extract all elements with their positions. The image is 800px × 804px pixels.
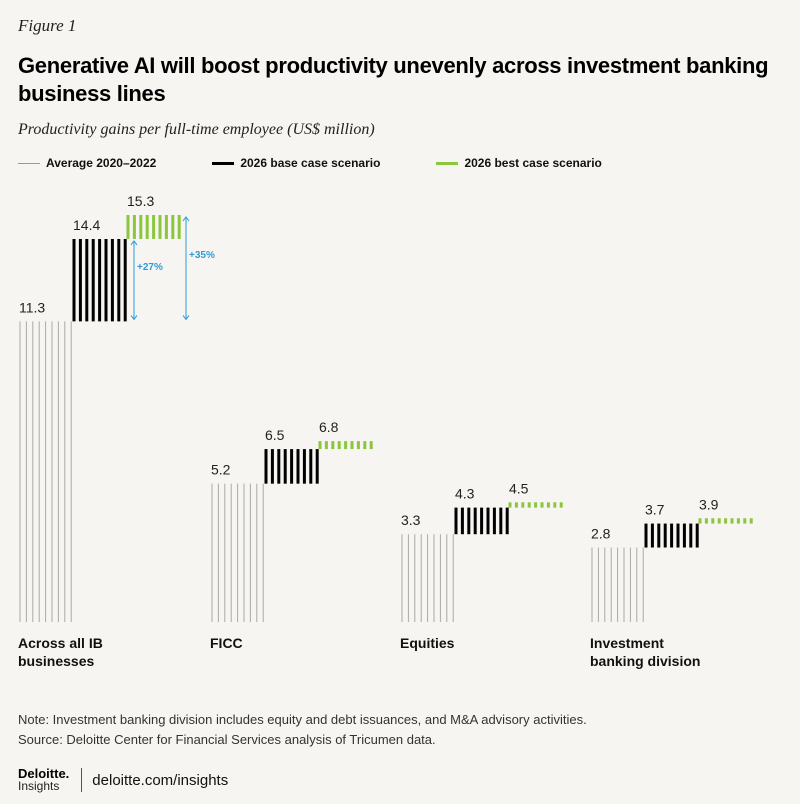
- category-label-0-1: businesses: [18, 653, 94, 669]
- change-arrow-1: [182, 216, 190, 321]
- bar-base-2: [454, 507, 509, 535]
- bar-best-1: [318, 441, 373, 450]
- value-label-best-3: 3.9: [699, 496, 719, 512]
- legend-label-average: Average 2020–2022: [46, 156, 157, 170]
- legend-swatch-best: [436, 161, 459, 165]
- legend-item-best: 2026 best case scenario: [436, 156, 602, 170]
- note-text: Note: Investment banking division includ…: [18, 712, 587, 727]
- bar-best-3: [698, 518, 753, 524]
- legend: Average 2020–2022 2026 base case scenari…: [18, 155, 658, 171]
- footer-divider: [81, 768, 83, 792]
- value-label-best-2: 4.5: [509, 480, 529, 496]
- logo-main: Deloitte.: [18, 766, 70, 781]
- deloitte-logo: Deloitte. Insights: [18, 767, 69, 793]
- value-label-best-1: 6.8: [319, 419, 339, 435]
- category-label-0-0: Across all IB: [18, 635, 103, 651]
- bar-base-0: [72, 238, 127, 322]
- bar-average-0: [19, 321, 72, 622]
- value-label-average-0: 11.3: [19, 299, 45, 315]
- chart-title: Generative AI will boost productivity un…: [18, 53, 769, 106]
- bar-average-3: [591, 547, 644, 622]
- footer: Deloitte. Insights deloitte.com/insights: [18, 766, 228, 794]
- chart-area: 11.3 14.4 15.3 Across all IB businesses 5.2 6.…: [18, 193, 753, 669]
- change-label-0: +27%: [137, 262, 163, 273]
- value-label-base-3: 3.7: [645, 502, 665, 518]
- legend-swatch-base: [212, 161, 235, 165]
- bar-average-1: [211, 483, 264, 622]
- bar-base-3: [644, 523, 699, 548]
- category-label-3-1: banking division: [590, 653, 700, 669]
- notes: Note: Investment banking division includ…: [18, 710, 587, 750]
- legend-label-best: 2026 best case scenario: [464, 156, 602, 170]
- value-label-average-2: 3.3: [401, 512, 421, 528]
- value-label-average-1: 5.2: [211, 462, 231, 478]
- value-label-base-0: 14.4: [73, 217, 100, 233]
- logo-sub: Insights: [18, 779, 60, 793]
- source-text: Source: Deloitte Center for Financial Se…: [18, 732, 436, 747]
- legend-item-base: 2026 base case scenario: [212, 156, 380, 170]
- category-label-3-0: Investment: [590, 635, 664, 651]
- site-link[interactable]: deloitte.com/insights: [92, 771, 229, 789]
- bar-best-0: [126, 215, 181, 239]
- legend-item-average: Average 2020–2022: [18, 156, 156, 170]
- chart-subtitle: Productivity gains per full-time employe…: [18, 121, 375, 138]
- change-label-1: +35%: [189, 250, 215, 261]
- legend-swatch-average: [18, 162, 40, 164]
- category-label-2-0: Equities: [400, 635, 455, 651]
- category-label-1-0: FICC: [210, 635, 243, 651]
- value-label-average-3: 2.8: [591, 526, 611, 542]
- value-label-base-2: 4.3: [455, 486, 475, 502]
- change-arrow-0: [130, 240, 138, 321]
- value-label-base-1: 6.5: [265, 427, 285, 443]
- bar-base-1: [264, 449, 319, 484]
- bar-best-2: [508, 502, 563, 508]
- figure-label: Figure 1: [18, 16, 77, 35]
- value-label-best-0: 15.3: [127, 193, 154, 209]
- legend-label-base: 2026 base case scenario: [240, 156, 381, 170]
- bar-average-2: [401, 534, 454, 622]
